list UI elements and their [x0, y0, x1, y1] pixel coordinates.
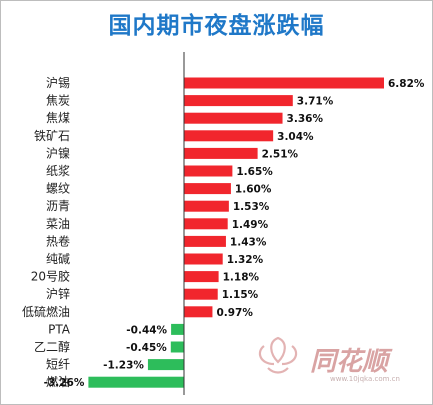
value-label: 3.71% [297, 96, 334, 108]
value-label: 1.53% [233, 201, 270, 213]
category-label: 菜油 [46, 217, 70, 231]
value-label: -0.45% [126, 342, 167, 354]
bar [184, 271, 219, 283]
category-label: 短纤 [46, 358, 70, 372]
bar [184, 218, 228, 230]
value-label: 6.82% [388, 78, 425, 90]
bar [171, 323, 184, 335]
watermark-url: www.10jqka.com.cn [330, 375, 400, 383]
category-label: 燃油 [46, 374, 70, 389]
bar [184, 253, 223, 265]
category-label: 沪锡 [46, 75, 70, 90]
category-label: 沪镍 [46, 146, 70, 160]
category-label: 低硫燃油 [22, 304, 70, 319]
category-label: 焦炭 [46, 94, 70, 108]
chart-title: 国内期市夜盘涨跌幅 [108, 12, 325, 39]
value-label: 1.65% [236, 166, 273, 178]
value-label: -1.23% [103, 360, 144, 372]
category-label: 沪锌 [46, 287, 70, 301]
bar [88, 376, 184, 388]
category-label: 螺纹 [46, 182, 70, 196]
bar [184, 235, 226, 247]
category-label: 铁矿石 [34, 129, 70, 143]
value-label: -0.44% [126, 324, 167, 336]
bar [184, 165, 233, 177]
value-label: 1.32% [227, 254, 264, 266]
value-label: -3.26% [44, 377, 85, 389]
bars-group: 沪锡 6.82% 焦炭 3.71% 焦煤 3.36% 铁矿石 3.04% 沪镍 2.51% 纸浆 1.… [22, 75, 425, 389]
flower-logo-icon [258, 336, 298, 374]
value-label: 1.15% [222, 289, 259, 301]
category-label: 乙二醇 [34, 339, 70, 354]
value-label: 1.60% [235, 184, 272, 196]
bar [184, 77, 384, 89]
bar [184, 147, 258, 159]
watermark-brand: 同花顺 [310, 347, 393, 377]
category-label: 纯碱 [46, 252, 70, 266]
value-label: 3.36% [287, 113, 324, 125]
bar [184, 95, 293, 107]
bar [147, 359, 184, 371]
category-label: 热卷 [46, 233, 70, 248]
bar [184, 306, 213, 318]
bar [184, 130, 274, 142]
category-label: 纸浆 [46, 163, 70, 178]
bar [170, 341, 184, 353]
value-label: 2.51% [262, 148, 299, 160]
category-label: 20号胶 [31, 269, 70, 284]
value-label: 1.43% [230, 236, 267, 248]
category-label: 沥青 [46, 199, 70, 213]
watermark: 同花顺 www.10jqka.com.cn [258, 336, 400, 383]
bar [184, 112, 283, 124]
value-label: 0.97% [216, 307, 253, 319]
value-label: 1.49% [232, 219, 269, 231]
bar [184, 200, 229, 212]
value-label: 1.18% [223, 272, 260, 284]
category-label: PTA [48, 322, 71, 336]
value-label: 3.04% [277, 131, 314, 143]
bar [184, 183, 231, 195]
category-label: 焦煤 [46, 111, 70, 125]
bar [184, 288, 218, 300]
